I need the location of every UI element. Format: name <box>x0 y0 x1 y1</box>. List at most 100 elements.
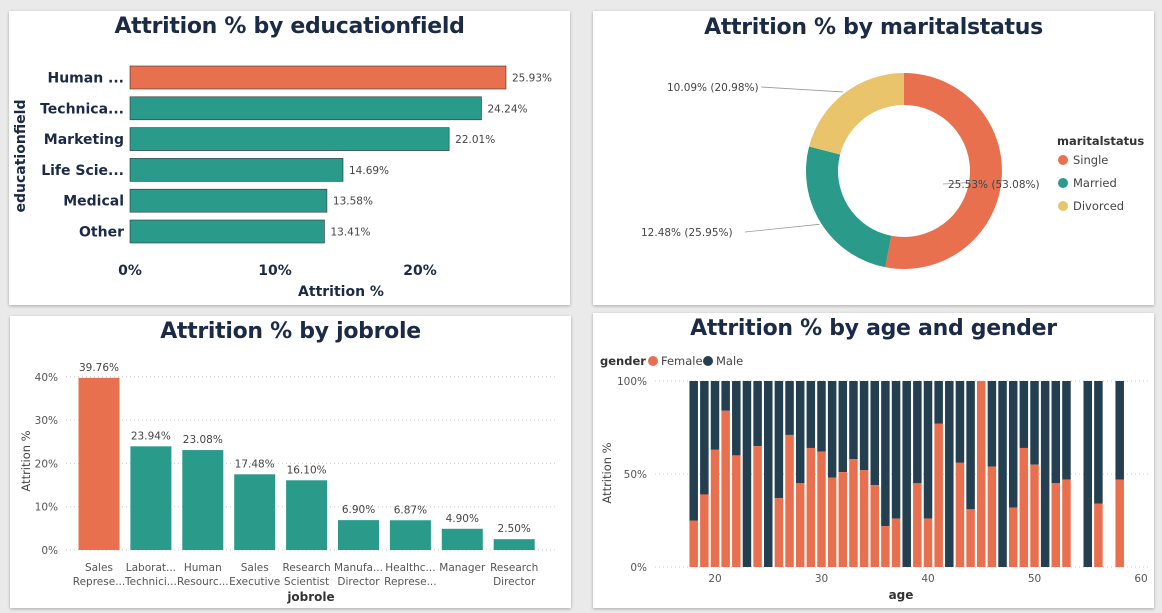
data-label: 25.53% (53.08%) <box>948 179 1040 191</box>
y-axis-title: Attrition % <box>19 430 33 491</box>
legend-marker <box>1058 201 1068 211</box>
bar-female <box>732 455 741 567</box>
category-label: Research <box>283 562 331 574</box>
y-tick-label: 10% <box>35 502 58 514</box>
bar-male <box>913 381 922 484</box>
age-gender-stacked-chart: 0% 50% 100% 20 30 40 50 60 age Attrition % gender F… <box>600 354 1148 602</box>
category-label: Laborat... <box>126 562 176 574</box>
bar-male <box>742 381 752 567</box>
x-tick-label: 10% <box>258 263 292 279</box>
jobrole-column-chart: 0% 10% 20% 30% 40% 39.76% Sales Represe... 23.94… <box>19 362 556 604</box>
bar-female <box>923 518 933 567</box>
data-label: 22.01% <box>455 134 495 146</box>
leader-line <box>744 223 820 233</box>
bar <box>182 450 224 550</box>
bar-male <box>785 381 794 435</box>
donut-slice <box>885 73 1002 269</box>
category-label: Executive <box>229 576 280 588</box>
bar-male <box>1062 381 1071 480</box>
legend-label: Married <box>1073 176 1117 190</box>
category-label: Resourc... <box>177 576 229 588</box>
category-label: Life Scie... <box>41 163 124 179</box>
bar-male <box>859 381 869 471</box>
category-label: Director <box>337 576 380 588</box>
x-tick-label: 30 <box>815 573 828 585</box>
bar <box>129 158 344 182</box>
bar <box>389 520 431 550</box>
x-tick-label: 0% <box>118 263 142 279</box>
legend-label: Female <box>661 354 703 368</box>
category-label: Research <box>490 562 538 574</box>
bar-female <box>955 462 965 567</box>
category-label: Marketing <box>44 132 124 148</box>
maritalstatus-donut-chart: 25.53% (53.08%) 12.48% (25.95%) 10.09% (20… <box>641 73 1144 269</box>
donut-slice <box>809 73 904 155</box>
bar-male <box>689 381 698 521</box>
y-tick-label: 100% <box>617 376 647 388</box>
bar-female <box>827 477 837 567</box>
bar-female <box>1115 479 1124 567</box>
bar-male <box>891 381 901 519</box>
legend-marker <box>703 356 713 366</box>
category-label: Director <box>493 576 536 588</box>
data-label: 25.93% <box>512 73 552 85</box>
category-label: Manager <box>439 562 486 574</box>
leader-line <box>942 180 1004 185</box>
category-label: Human ... <box>47 71 124 87</box>
bar-male <box>806 381 816 448</box>
x-axis-title: Attrition % <box>298 284 384 300</box>
legend-label: Single <box>1073 153 1108 167</box>
legend-label: Male <box>716 354 743 368</box>
bar-male <box>795 381 805 484</box>
y-tick-label: 30% <box>35 415 58 427</box>
bar-male <box>945 381 954 567</box>
educationfield-bar-chart: Human ... 25.93% Technica... 24.24% Marketin… <box>13 65 552 300</box>
bar-male <box>838 381 848 473</box>
bar-male <box>955 381 965 463</box>
data-label: 24.24% <box>487 103 527 115</box>
bar-female <box>806 447 816 567</box>
chart-panel-jobrole: Attrition % by jobrole 0% 10% 20% 30% 40% 39.… <box>10 316 571 608</box>
bar-male <box>934 381 943 424</box>
data-label: 13.41% <box>330 227 370 239</box>
legend-title: gender <box>600 354 646 368</box>
data-label: 39.76% <box>79 362 119 374</box>
chart-panel-age-gender: Attrition % by age and gender 0% 50% 100% 2… <box>593 313 1154 608</box>
data-label: 23.08% <box>183 434 223 446</box>
bar-male <box>753 381 762 447</box>
bar-male <box>1115 381 1124 480</box>
legend-title: maritalstatus <box>1057 134 1144 148</box>
bar <box>441 528 483 550</box>
bar-male <box>732 381 741 456</box>
x-tick-label: 20% <box>403 263 437 279</box>
bar-female <box>987 466 997 567</box>
data-label: 14.69% <box>349 165 389 177</box>
category-label: Other <box>79 225 124 241</box>
legend-marker <box>648 356 658 366</box>
chart-title: Attrition % by maritalstatus <box>704 15 1043 40</box>
category-label: Technici... <box>124 576 177 588</box>
bar-female <box>795 483 805 567</box>
x-tick-label: 50 <box>1028 573 1041 585</box>
data-label: 2.50% <box>498 523 531 535</box>
bar-male <box>1051 381 1061 484</box>
bar-male <box>700 381 709 495</box>
bar-female <box>710 449 720 567</box>
x-tick-label: 60 <box>1134 573 1147 585</box>
bar <box>129 96 482 121</box>
x-tick-label: 20 <box>708 573 721 585</box>
bar-female <box>817 451 826 567</box>
bar-male <box>774 381 784 499</box>
y-axis-title: Attrition % <box>600 442 614 503</box>
category-label: Sales <box>241 562 269 574</box>
bar-female <box>1008 507 1018 567</box>
data-label: 6.87% <box>394 504 427 516</box>
bar-female <box>891 518 901 567</box>
y-tick-label: 40% <box>35 372 58 384</box>
bar-female <box>838 472 848 567</box>
bar-male <box>817 381 826 452</box>
bar-female <box>689 520 698 567</box>
bar-male <box>1008 381 1018 508</box>
leader-line <box>760 86 843 93</box>
chart-title: Attrition % by jobrole <box>160 319 421 344</box>
